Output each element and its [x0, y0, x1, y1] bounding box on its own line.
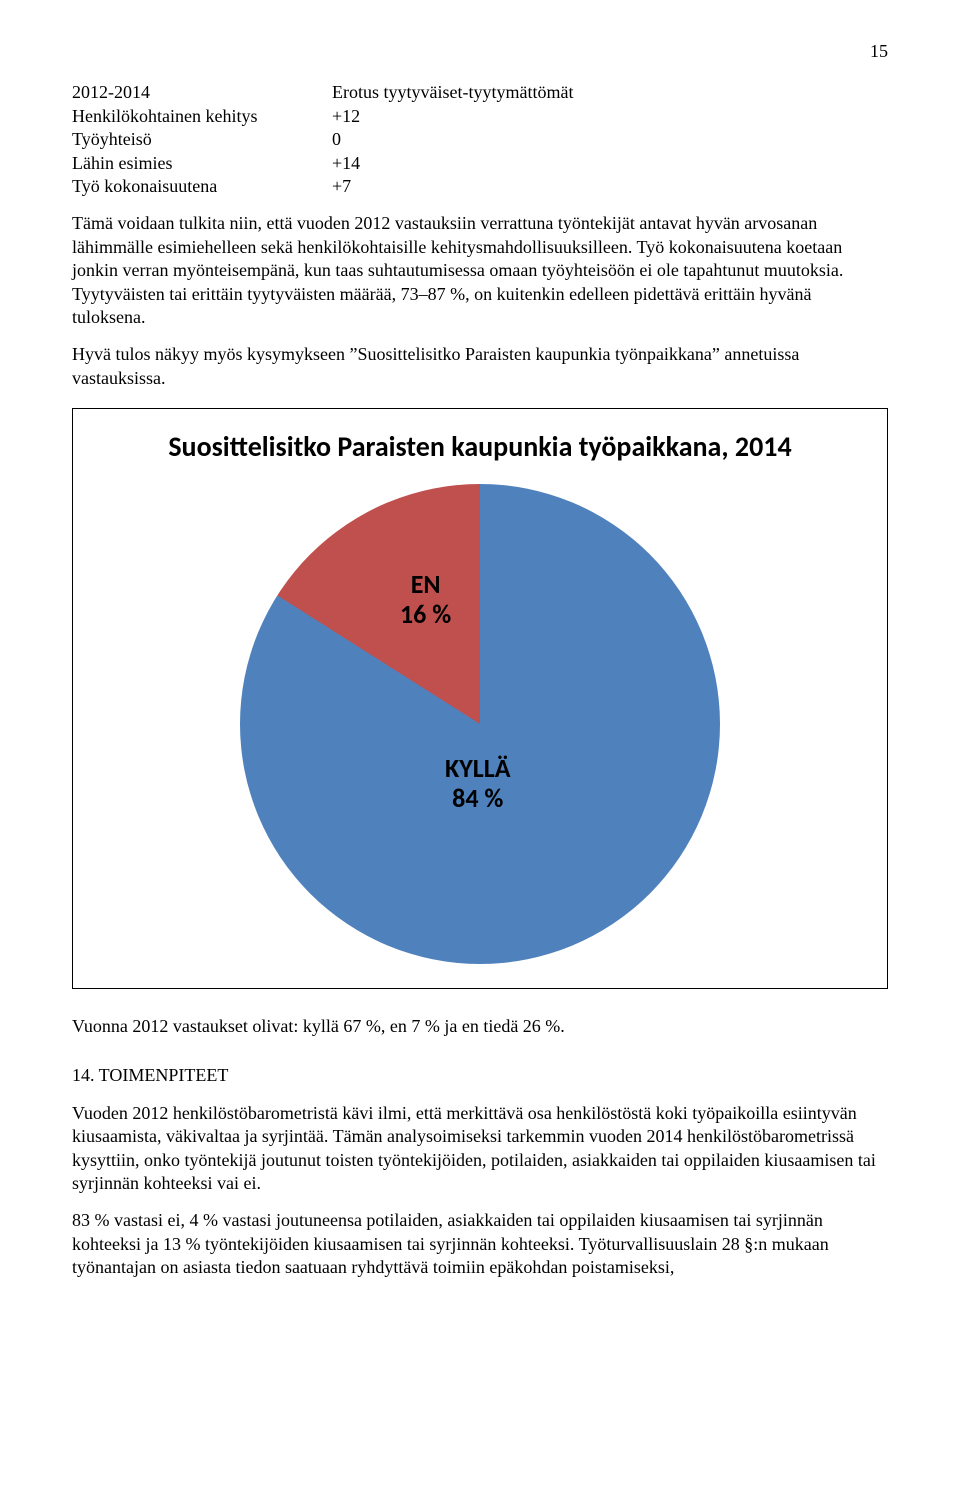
table-row: Henkilökohtainen kehitys +12: [72, 105, 888, 128]
table-header-row: 2012-2014 Erotus tyytyväiset-tyytymättöm…: [72, 81, 888, 104]
table-cell-label: Henkilökohtainen kehitys: [72, 105, 332, 128]
table-cell-value: +7: [332, 175, 632, 198]
table-cell-value: +12: [332, 105, 632, 128]
body-paragraph: Vuoden 2012 henkilöstöbarometristä kävi …: [72, 1102, 888, 1196]
table-row: Työyhteisö 0: [72, 128, 888, 151]
chart-title: Suosittelisitko Paraisten kaupunkia työp…: [93, 429, 867, 464]
page-number: 15: [72, 40, 888, 63]
table-cell-label: Työyhteisö: [72, 128, 332, 151]
pie-wrap: EN 16 % KYLLÄ 84 %: [93, 484, 867, 964]
table-cell-value: +14: [332, 152, 632, 175]
pie-slice-name: EN: [400, 570, 451, 600]
difference-table: 2012-2014 Erotus tyytyväiset-tyytymättöm…: [72, 81, 888, 198]
pie-slice-label: KYLLÄ 84 %: [445, 754, 510, 814]
section-heading: 14. TOIMENPITEET: [72, 1064, 888, 1087]
pie-slice-percent: 84 %: [445, 784, 510, 814]
pie-chart: EN 16 % KYLLÄ 84 %: [240, 484, 720, 964]
body-paragraph: Tämä voidaan tulkita niin, että vuoden 2…: [72, 212, 888, 329]
table-cell-label: Lähin esimies: [72, 152, 332, 175]
table-cell-label: Työ kokonaisuutena: [72, 175, 332, 198]
table-row: Lähin esimies +14: [72, 152, 888, 175]
pie-slice-percent: 16 %: [400, 600, 451, 630]
body-paragraph: Hyvä tulos näkyy myös kysymykseen ”Suosi…: [72, 343, 888, 390]
table-header-col2: Erotus tyytyväiset-tyytymättömät: [332, 81, 632, 104]
table-cell-value: 0: [332, 128, 632, 151]
table-row: Työ kokonaisuutena +7: [72, 175, 888, 198]
table-header-col1: 2012-2014: [72, 81, 332, 104]
pie-slice-name: KYLLÄ: [445, 754, 510, 784]
pie-slice-label: EN 16 %: [400, 570, 451, 630]
pie-chart-container: Suosittelisitko Paraisten kaupunkia työp…: [72, 408, 888, 989]
body-paragraph: 83 % vastasi ei, 4 % vastasi joutuneensa…: [72, 1209, 888, 1279]
body-paragraph: Vuonna 2012 vastaukset olivat: kyllä 67 …: [72, 1015, 888, 1038]
